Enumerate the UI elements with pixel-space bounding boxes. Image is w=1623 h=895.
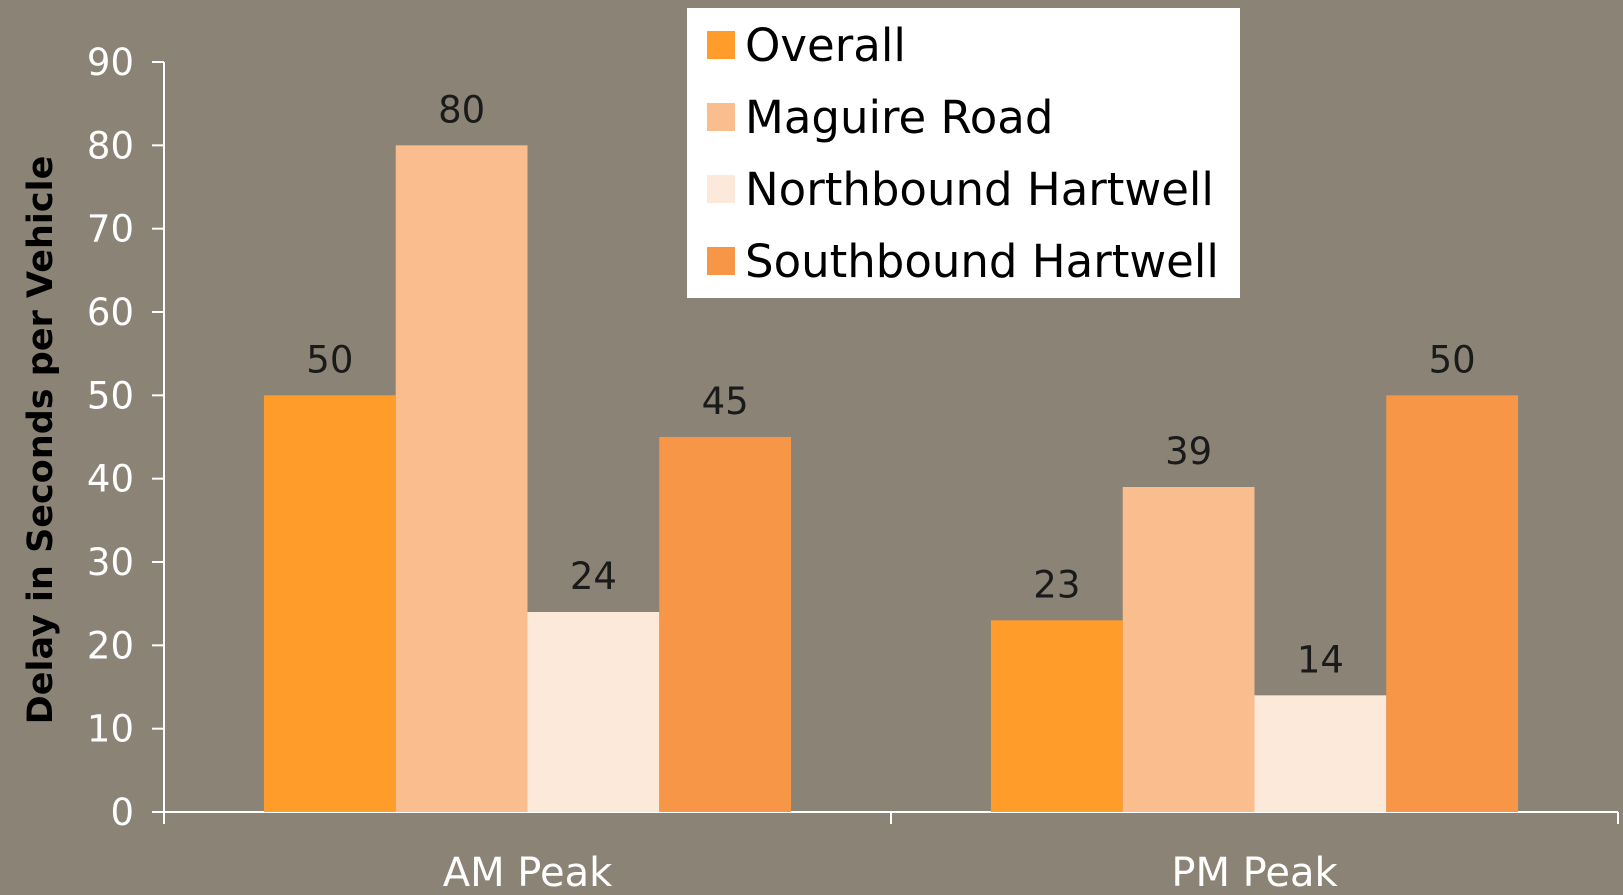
y-tick-label: 70 [87,208,134,251]
bar [1254,695,1387,812]
y-tick-label: 60 [87,291,134,334]
y-tick-label: 40 [87,458,134,501]
data-label: 50 [1429,338,1476,381]
y-axis-label: Delay in Seconds per Vehicle [21,156,61,725]
legend-label: Overall [745,19,906,72]
legend-swatch [707,103,735,131]
y-tick-label: 80 [87,124,134,167]
legend-label: Northbound Hartwell [745,163,1214,216]
bar [527,612,660,812]
data-label: 39 [1165,430,1212,473]
x-tick-label: AM Peak [443,850,613,895]
data-label: 80 [438,88,485,131]
y-tick-label: 50 [87,374,134,417]
bar [263,395,396,812]
data-label: 23 [1033,563,1080,606]
data-label: 45 [702,380,749,423]
y-tick-label: 90 [87,41,134,84]
data-label: 14 [1297,638,1344,681]
legend-swatch [707,175,735,203]
y-tick-label: 10 [87,708,134,751]
legend-swatch [707,31,735,59]
legend-label: Maguire Road [745,91,1053,144]
x-axis: AM Peak PM Peak [163,811,1619,895]
bar [395,145,528,813]
legend-swatch [707,247,735,275]
legend: Overall Maguire Road Northbound Hartwell So… [687,8,1240,298]
bar [659,437,792,812]
legend-label: Southbound Hartwell [745,235,1219,288]
y-tick-label: 30 [87,541,134,584]
y-tick-label: 20 [87,624,134,667]
y-tick-label: 0 [110,791,134,834]
bar [1386,395,1519,812]
x-tick-label: PM Peak [1171,850,1338,895]
data-labels: 50 80 24 45 23 39 14 50 [306,88,1475,681]
bar [1122,487,1255,812]
legend-box [687,8,1240,298]
y-axis: 0 10 20 30 40 50 60 70 80 90 [87,41,165,834]
bars [263,145,1519,813]
data-label: 24 [570,555,617,598]
bar [990,620,1123,812]
data-label: 50 [306,338,353,381]
